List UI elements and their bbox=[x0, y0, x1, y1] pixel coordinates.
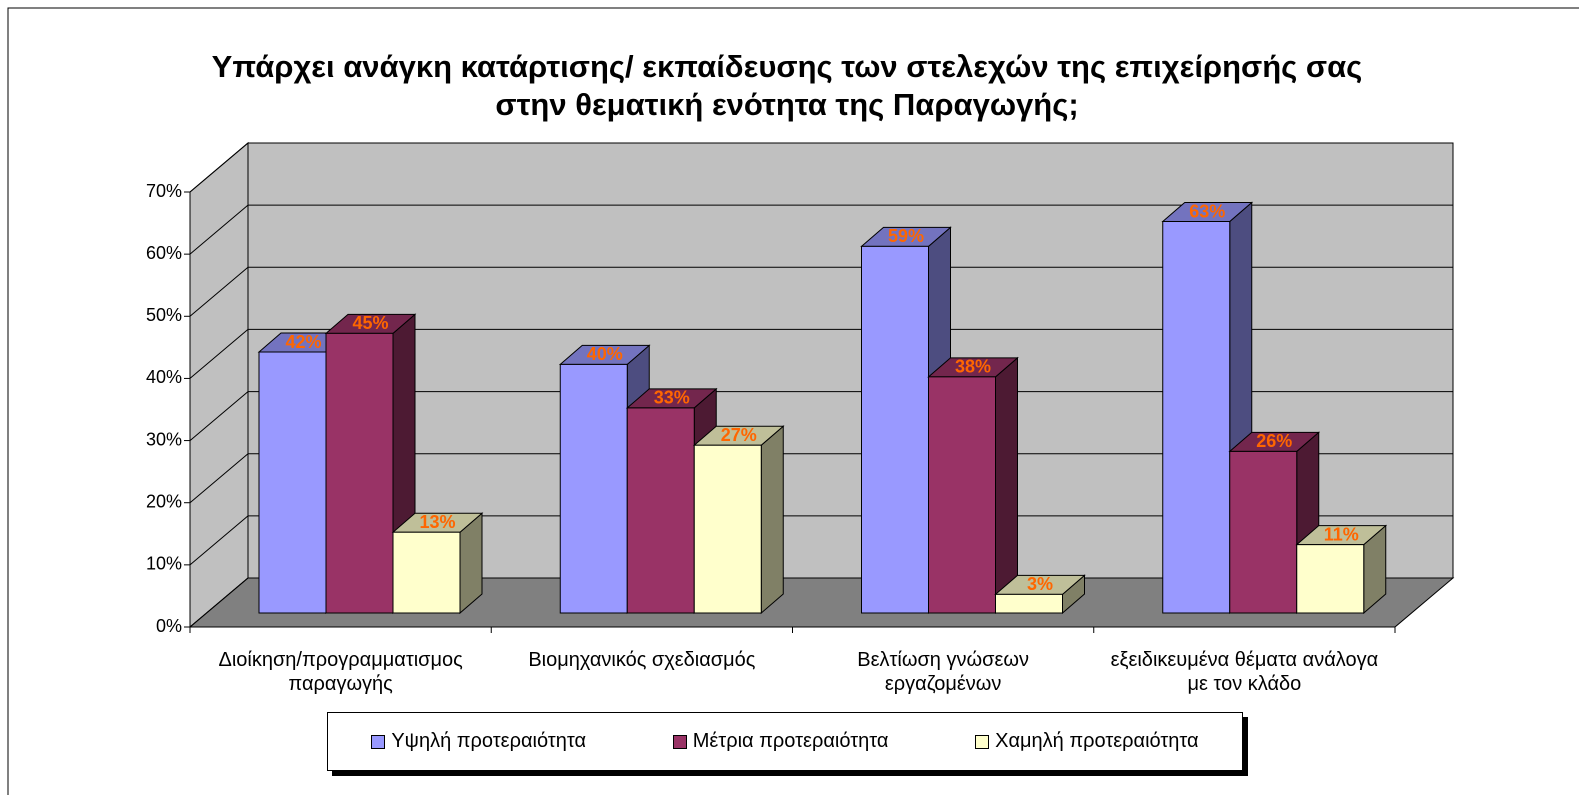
bar bbox=[692, 425, 785, 615]
legend-label: Μέτρια προτεραιότητα bbox=[692, 730, 889, 752]
data-label: 3% bbox=[1027, 574, 1053, 594]
data-label: 38% bbox=[955, 357, 991, 377]
x-tick-label: Βιομηχανικός σχεδιασμός bbox=[528, 649, 756, 671]
legend-item: Χαμηλή προτεραιότητα bbox=[975, 730, 1199, 753]
bar-front bbox=[258, 351, 327, 614]
data-label: 26% bbox=[1256, 431, 1292, 451]
data-label: 27% bbox=[721, 425, 757, 445]
x-tick-label: εξειδικευμένα θέματα ανάλογα με τον κλάδ… bbox=[1110, 649, 1379, 695]
side-wall bbox=[189, 141, 249, 629]
bar-front bbox=[1296, 544, 1365, 614]
bar-side bbox=[995, 356, 1018, 615]
grid-line bbox=[189, 453, 1453, 504]
bar-front bbox=[392, 531, 461, 614]
bar bbox=[1295, 524, 1388, 615]
bar-front bbox=[1229, 450, 1298, 614]
y-tick-label: 60% bbox=[146, 243, 182, 263]
y-tick-label: 20% bbox=[146, 491, 182, 511]
data-label: 59% bbox=[888, 226, 924, 246]
y-tick-label: 70% bbox=[146, 181, 182, 201]
data-label: 11% bbox=[1324, 524, 1359, 544]
bar-front bbox=[325, 332, 394, 614]
data-label: 45% bbox=[352, 313, 388, 333]
bar bbox=[927, 356, 1019, 615]
data-label: 40% bbox=[587, 344, 623, 364]
grid-line bbox=[189, 266, 1453, 317]
bar-front bbox=[861, 245, 929, 614]
legend-label: Χαμηλή προτεραιότητα bbox=[995, 730, 1199, 752]
data-label: 33% bbox=[654, 388, 690, 408]
bar-front bbox=[995, 593, 1063, 614]
x-tick-label: Διοίκηση/προγραμματισμος παραγωγής bbox=[218, 649, 463, 695]
bar-front bbox=[928, 376, 996, 614]
grid-line bbox=[189, 328, 1453, 379]
legend-swatch bbox=[975, 734, 990, 749]
bar bbox=[391, 512, 484, 615]
bar-front bbox=[693, 444, 762, 614]
bar-side bbox=[760, 425, 784, 615]
bar-front bbox=[1162, 221, 1231, 614]
y-tick-label: 50% bbox=[146, 305, 182, 325]
y-tick-label: 30% bbox=[146, 429, 182, 449]
x-tick-label: Βελτίωση γνώσεων εργαζομένων bbox=[857, 649, 1029, 695]
chart-title: Υπάρχει ανάγκη κατάρτισης/ εκπαίδευσης τ… bbox=[211, 49, 1363, 122]
bar-front bbox=[559, 363, 628, 614]
grid-line bbox=[189, 391, 1453, 441]
legend-swatch bbox=[672, 734, 687, 749]
data-label: 63% bbox=[1189, 201, 1225, 221]
y-tick-label: 10% bbox=[146, 554, 182, 574]
bar bbox=[994, 574, 1086, 615]
bar-front bbox=[626, 407, 695, 614]
legend-item: Μέτρια προτεραιότητα bbox=[672, 730, 889, 753]
y-tick-label: 0% bbox=[156, 616, 182, 636]
y-tick-label: 40% bbox=[146, 367, 182, 387]
legend: Υψηλή προτεραιότητα Μέτρια προτεραιότητα Χ… bbox=[327, 712, 1243, 771]
grid-line bbox=[189, 204, 1453, 255]
legend-label: Υψηλή προτεραιότητα bbox=[391, 730, 587, 752]
chart-frame bbox=[7, 7, 1579, 795]
grid-line bbox=[189, 515, 1453, 566]
data-label: 42% bbox=[285, 332, 321, 352]
legend-swatch bbox=[371, 734, 386, 749]
grid-line bbox=[189, 142, 1453, 193]
legend-item: Υψηλή προτεραιότητα bbox=[371, 730, 586, 753]
data-label: 13% bbox=[419, 512, 455, 532]
